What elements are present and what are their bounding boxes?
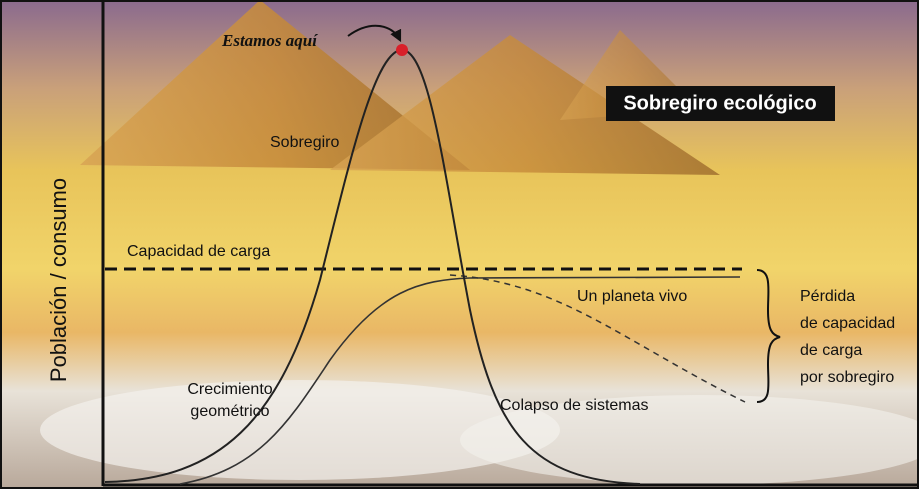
living-planet-label: Un planeta vivo	[577, 288, 687, 305]
overshoot-label: Sobregiro	[270, 134, 339, 151]
title-box	[606, 86, 835, 121]
cloud	[460, 395, 919, 485]
y-axis-label: Población / consumo	[46, 178, 71, 382]
cloud	[40, 380, 560, 480]
loss-label: de capacidad	[800, 315, 895, 332]
pointer-arrow	[347, 24, 402, 43]
loss-label: Pérdida	[800, 288, 855, 305]
growth-label: Crecimiento	[187, 381, 272, 398]
growth-label: geométrico	[190, 403, 269, 420]
bracket	[756, 269, 781, 403]
capacity-label: Capacidad de carga	[127, 243, 270, 260]
pyramid	[80, 0, 470, 170]
title: Sobregiro ecológico	[623, 92, 816, 114]
current-point	[396, 44, 408, 56]
pyramid	[330, 35, 720, 175]
pointer-label: Estamos aquí	[221, 31, 318, 50]
collapse-label: Colapso de sistemas	[500, 397, 649, 414]
living-planet-curve	[179, 276, 741, 485]
loss-label: por sobregiro	[800, 369, 894, 386]
loss-label: de carga	[800, 342, 862, 359]
